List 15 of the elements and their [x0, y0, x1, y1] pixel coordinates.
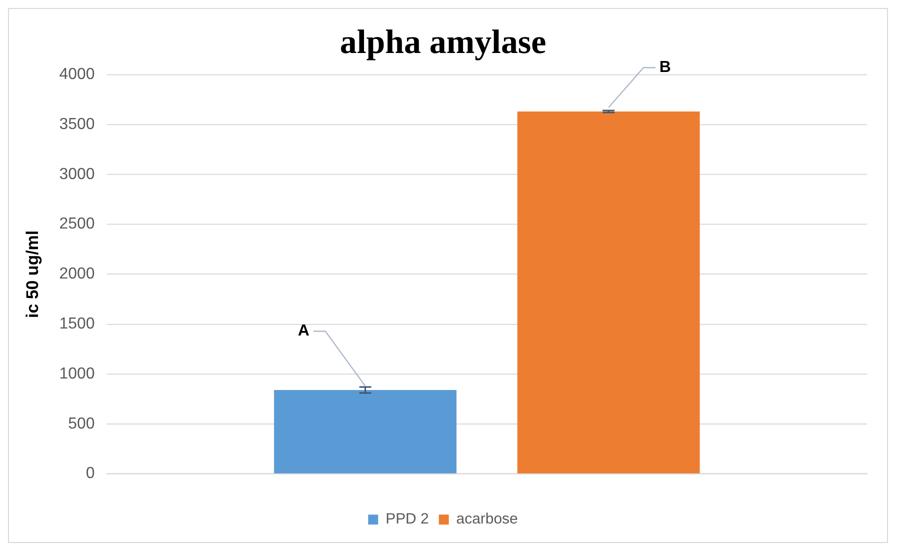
y-tick-label: 3500 [59, 116, 95, 133]
legend-label: acarbose [456, 510, 518, 528]
y-tick-label: 1500 [59, 316, 95, 333]
legend-label: PPD 2 [386, 510, 429, 528]
y-tick-label: 4000 [59, 66, 95, 83]
y-tick-label: 3000 [59, 166, 95, 183]
y-tick-label: 0 [86, 465, 95, 482]
y-axis-title: ic 50 ug/ml [22, 230, 42, 318]
y-tick-label: 2000 [59, 266, 95, 283]
annotation: B [659, 59, 671, 76]
annotation: A [298, 322, 310, 340]
y-tick-label: 1000 [59, 365, 95, 382]
y-tick-label: 2500 [59, 216, 95, 233]
chart-title: alpha amylase [340, 24, 546, 62]
y-tick-label: 500 [68, 415, 95, 432]
